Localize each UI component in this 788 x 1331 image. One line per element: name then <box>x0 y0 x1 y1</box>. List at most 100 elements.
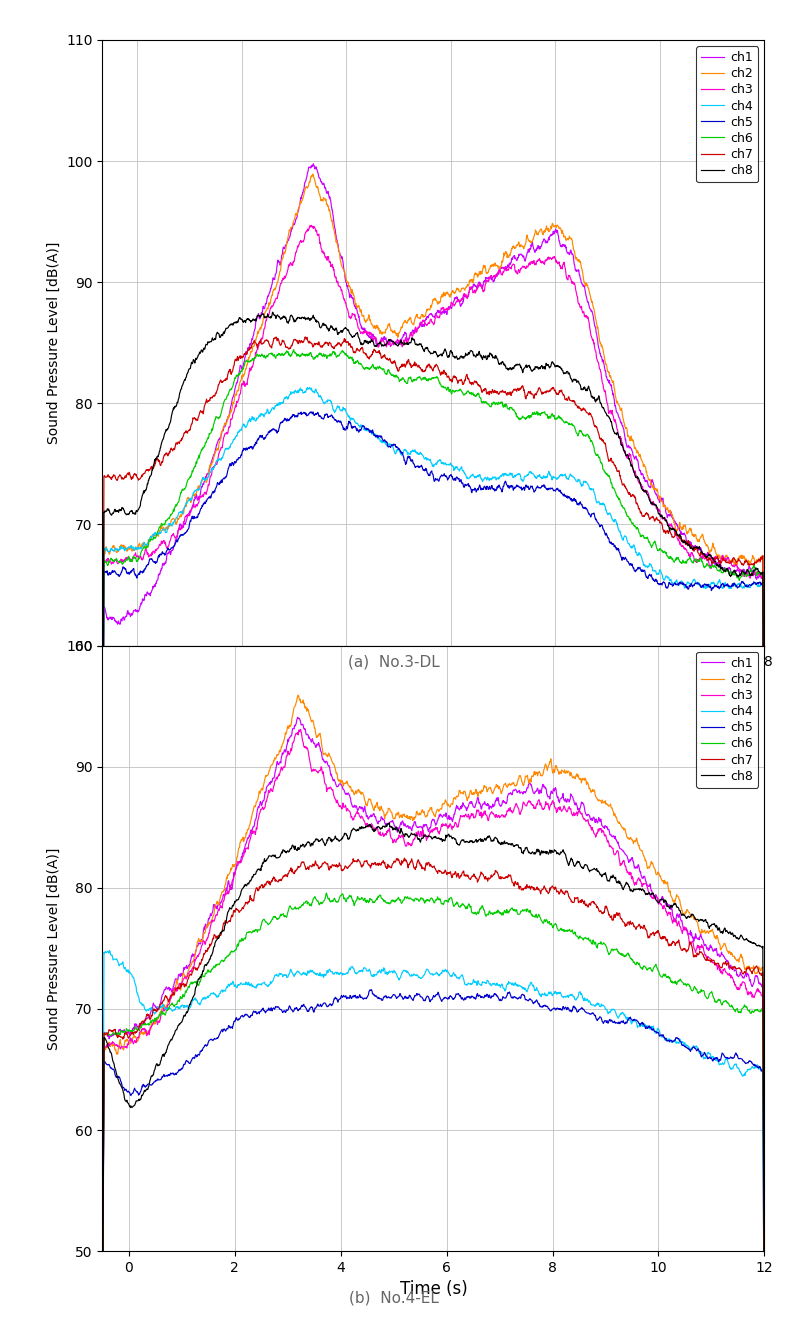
ch3 <box>136 550 145 566</box>
ch1 <box>346 287 355 303</box>
ch5 <box>307 403 316 419</box>
Text: (b)  No.4-EL: (b) No.4-EL <box>349 1290 439 1306</box>
ch8 <box>98 885 107 901</box>
ch2 <box>346 281 355 297</box>
ch2 <box>371 319 381 335</box>
ch8 <box>368 333 377 349</box>
ch8 <box>550 357 559 373</box>
Line: ch7: ch7 <box>102 337 764 921</box>
ch7 <box>400 851 409 866</box>
ch5 <box>98 921 107 937</box>
ch5 <box>239 441 248 457</box>
ch6 <box>371 362 381 378</box>
Text: (a)  No.3-DL: (a) No.3-DL <box>348 654 440 669</box>
ch8 <box>136 498 145 514</box>
ch4 <box>239 418 248 434</box>
ch8 <box>394 821 403 837</box>
ch4 <box>98 908 107 924</box>
ch1 <box>394 823 403 839</box>
ch1 <box>102 1029 112 1045</box>
ch5 <box>371 429 381 445</box>
Line: ch6: ch6 <box>102 893 764 1331</box>
ch3 <box>550 249 559 265</box>
ch6 <box>346 349 355 365</box>
ch3 <box>690 941 699 957</box>
ch8 <box>102 1036 112 1051</box>
ch6 <box>475 902 485 918</box>
ch8 <box>508 836 518 852</box>
ch6 <box>322 885 332 901</box>
Line: ch6: ch6 <box>102 350 764 929</box>
ch2 <box>98 909 107 925</box>
ch5 <box>760 925 769 941</box>
ch8 <box>760 1328 769 1331</box>
ch6 <box>760 921 769 937</box>
X-axis label: Time (s): Time (s) <box>400 675 467 693</box>
ch8 <box>690 910 699 926</box>
Legend: ch1, ch2, ch3, ch4, ch5, ch6, ch7, ch8: ch1, ch2, ch3, ch4, ch5, ch6, ch7, ch8 <box>697 47 758 182</box>
ch1 <box>475 795 485 811</box>
ch2 <box>760 912 769 928</box>
ch5 <box>508 989 518 1005</box>
Line: ch7: ch7 <box>102 858 764 1331</box>
ch1 <box>690 929 699 945</box>
ch3 <box>371 330 381 346</box>
Line: ch3: ch3 <box>102 225 764 928</box>
ch7 <box>550 383 559 399</box>
ch6 <box>136 547 145 563</box>
ch1 <box>760 921 769 937</box>
ch3 <box>368 333 377 349</box>
ch4 <box>346 413 355 429</box>
ch1 <box>136 598 145 614</box>
ch4 <box>371 429 381 445</box>
ch7 <box>346 337 355 353</box>
ch2 <box>102 1040 112 1055</box>
ch2 <box>508 776 518 792</box>
ch6 <box>111 1025 121 1041</box>
ch2 <box>293 687 303 703</box>
Y-axis label: Sound Pressure Level [dB(A)]: Sound Pressure Level [dB(A)] <box>46 241 61 445</box>
Line: ch4: ch4 <box>102 950 764 1331</box>
ch6 <box>102 1025 112 1041</box>
ch3 <box>239 373 248 389</box>
ch5 <box>394 989 403 1005</box>
ch3 <box>307 217 316 233</box>
ch7 <box>475 869 485 885</box>
Line: ch2: ch2 <box>102 174 764 920</box>
ch4 <box>368 426 377 442</box>
Line: ch8: ch8 <box>102 313 764 928</box>
ch5 <box>366 982 376 998</box>
ch1 <box>111 1026 121 1042</box>
ch6 <box>690 978 699 994</box>
ch2 <box>690 910 699 926</box>
ch1 <box>309 156 318 172</box>
ch2 <box>136 539 145 555</box>
ch7 <box>760 913 769 929</box>
ch4 <box>105 942 114 958</box>
ch2 <box>550 218 559 234</box>
ch4 <box>550 470 559 486</box>
ch7 <box>368 343 377 359</box>
ch3 <box>98 912 107 928</box>
ch8 <box>346 327 355 343</box>
ch7 <box>300 329 310 345</box>
ch6 <box>289 342 299 358</box>
ch5 <box>102 1057 112 1073</box>
ch8 <box>371 338 381 354</box>
ch2 <box>111 1045 121 1061</box>
ch6 <box>550 410 559 426</box>
ch3 <box>394 831 403 847</box>
ch3 <box>296 721 305 737</box>
ch8 <box>268 305 277 321</box>
Line: ch5: ch5 <box>102 990 764 1331</box>
Legend: ch1, ch2, ch3, ch4, ch5, ch6, ch7, ch8: ch1, ch2, ch3, ch4, ch5, ch6, ch7, ch8 <box>697 652 758 788</box>
ch6 <box>368 357 377 373</box>
ch5 <box>368 423 377 439</box>
ch6 <box>239 359 248 375</box>
Line: ch8: ch8 <box>102 823 764 1331</box>
ch1 <box>508 784 518 800</box>
Y-axis label: Sound Pressure Level [dB(A)]: Sound Pressure Level [dB(A)] <box>46 847 61 1050</box>
ch8 <box>475 832 485 848</box>
ch6 <box>508 901 518 917</box>
ch3 <box>475 808 485 824</box>
